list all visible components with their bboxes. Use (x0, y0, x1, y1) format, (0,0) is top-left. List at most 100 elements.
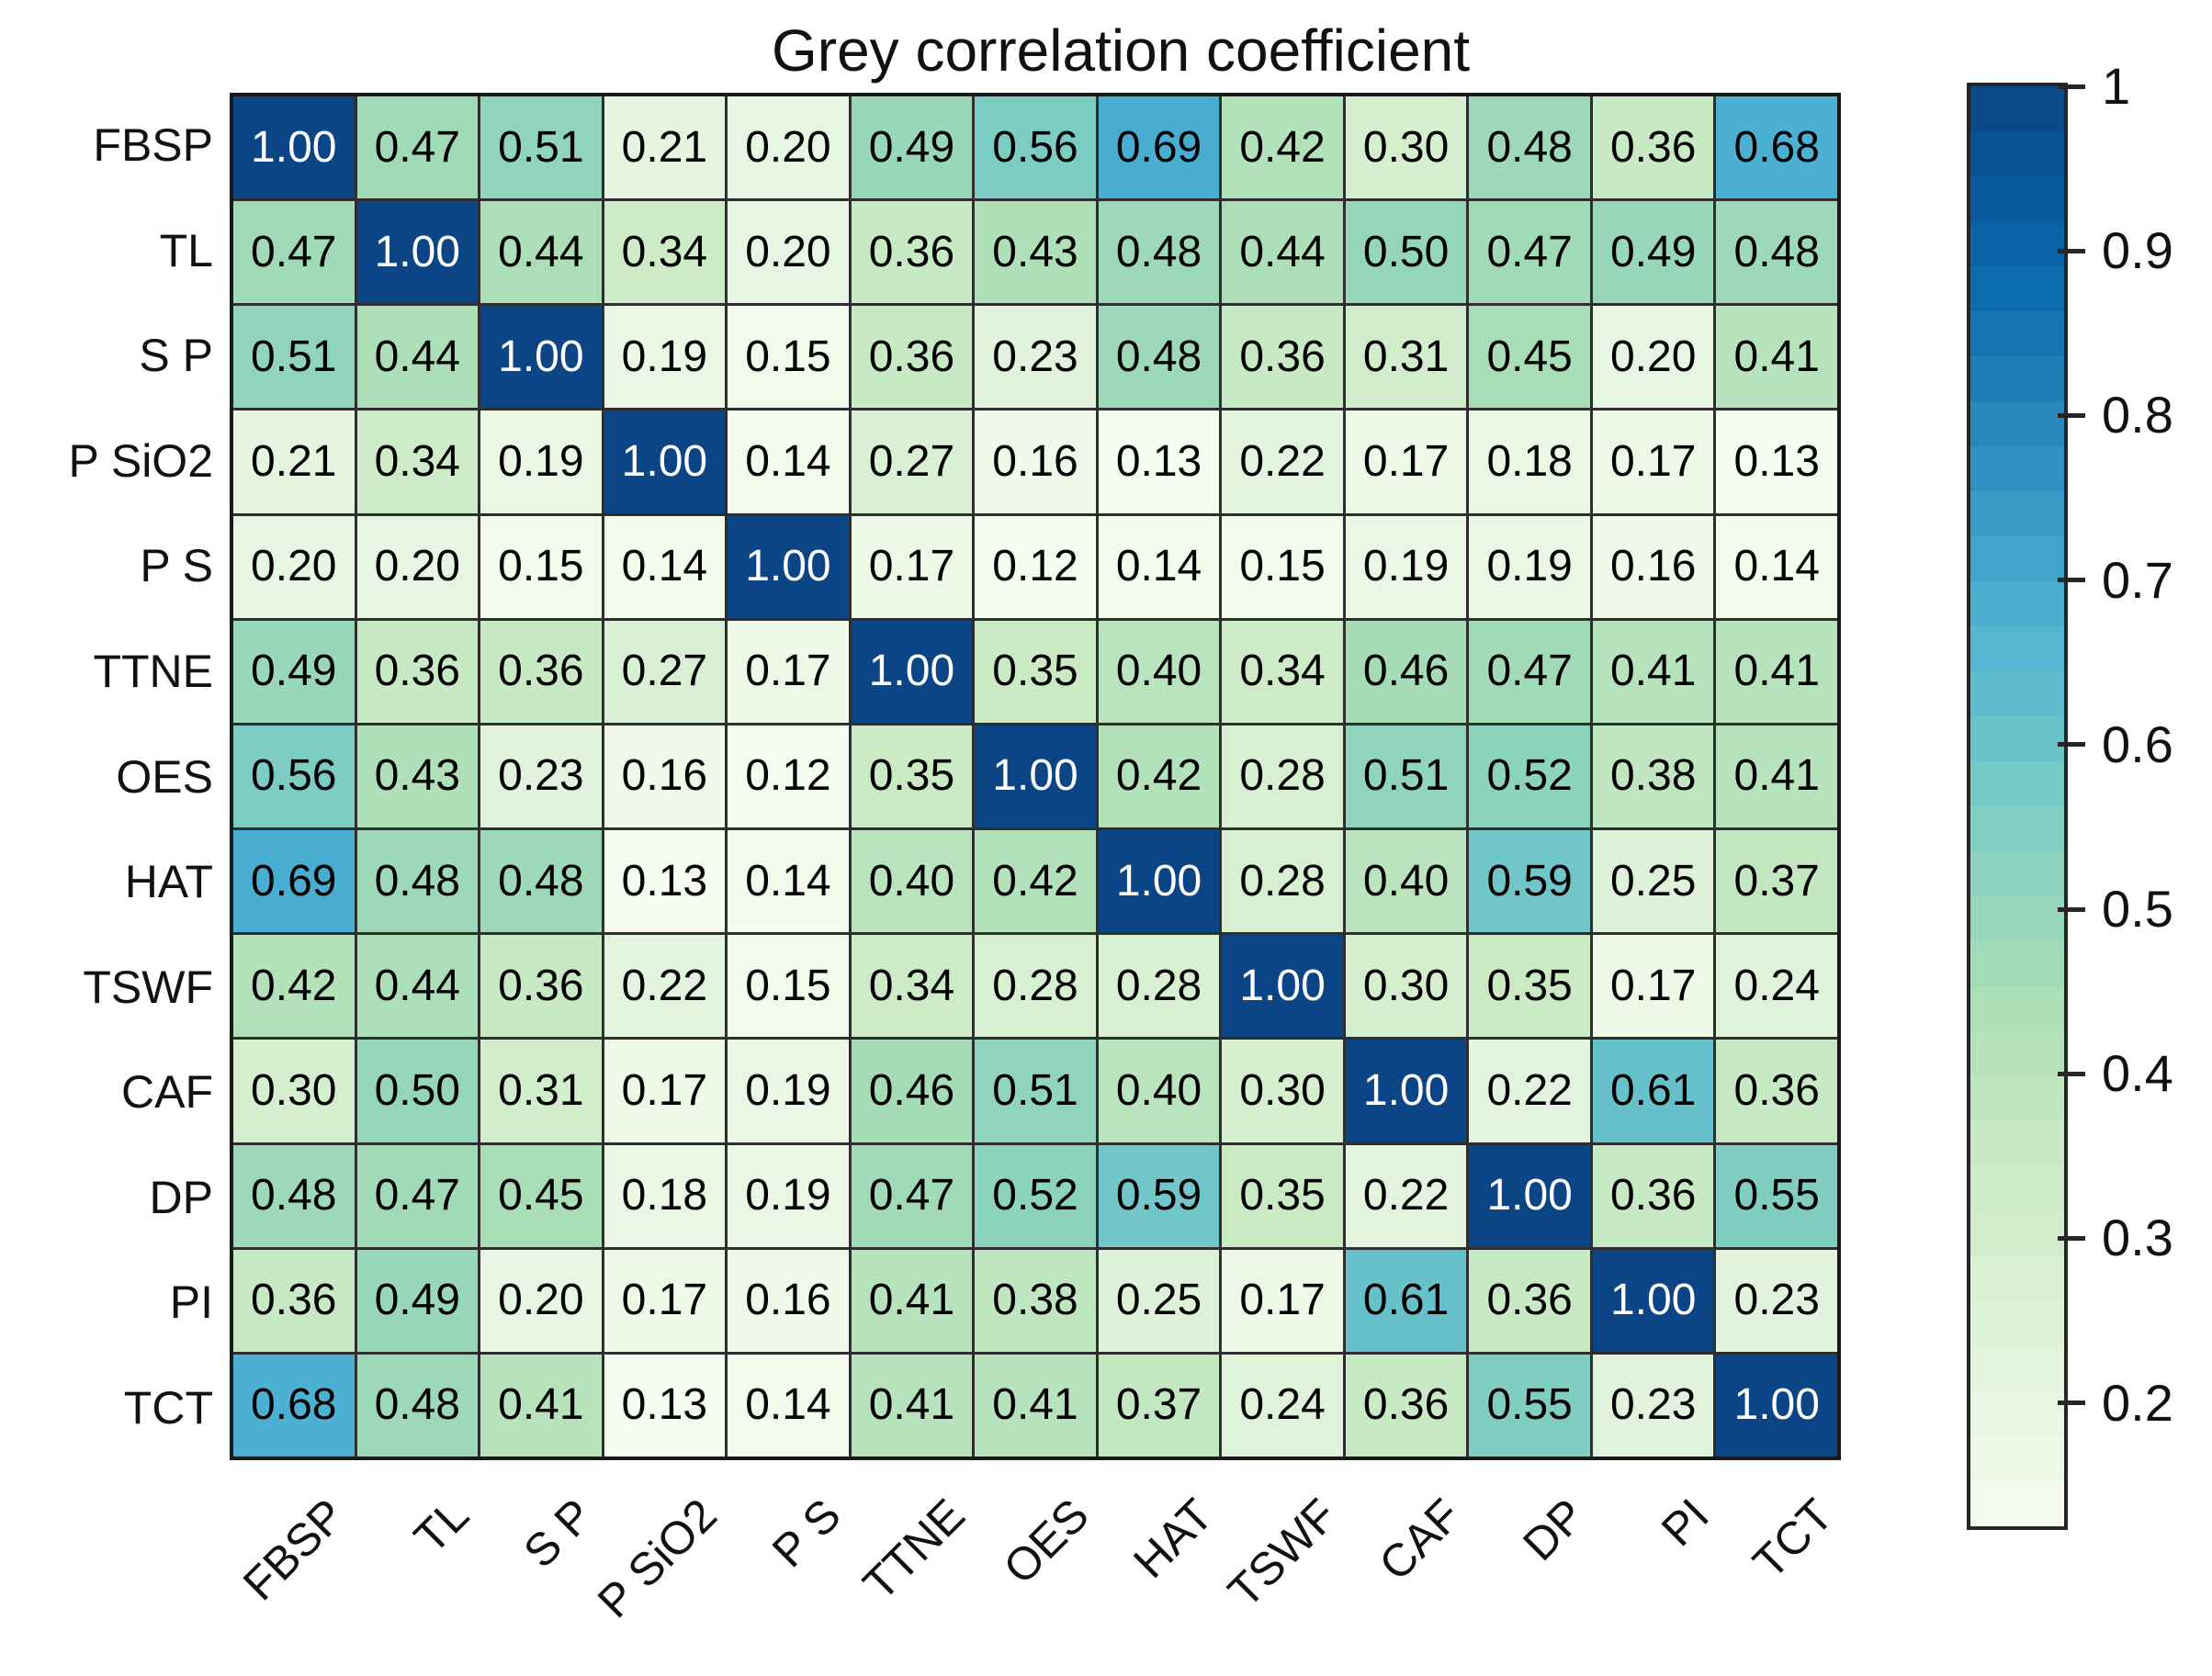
y-axis-label: TCT (123, 1381, 213, 1434)
heatmap-cell: 0.49 (851, 96, 973, 199)
heatmap-cell: 0.36 (480, 935, 602, 1038)
heatmap-cell: 0.36 (356, 620, 479, 723)
colorbar (1967, 83, 2068, 1530)
heatmap-cell: 0.14 (728, 1354, 849, 1457)
heatmap-cell: 1.00 (233, 96, 355, 199)
heatmap-cell: 0.40 (851, 830, 973, 933)
heatmap-cell: 0.12 (728, 725, 849, 828)
heatmap-cell: 0.14 (1098, 515, 1220, 618)
heatmap-cell: 0.47 (356, 96, 479, 199)
heatmap-cell: 0.43 (975, 201, 1096, 304)
heatmap-cell: 0.44 (1222, 201, 1343, 304)
heatmap-cell: 0.48 (1098, 306, 1220, 409)
heatmap-cell: 0.28 (1222, 830, 1343, 933)
heatmap-cell: 0.19 (480, 411, 602, 513)
heatmap-cell: 0.18 (604, 1144, 726, 1247)
heatmap-cell: 0.36 (851, 306, 973, 409)
heatmap-cell: 0.13 (604, 1354, 726, 1457)
heatmap-cell: 0.15 (728, 935, 849, 1038)
heatmap-cell: 0.16 (1592, 515, 1714, 618)
heatmap-cell: 0.17 (728, 620, 849, 723)
y-axis-label: P SiO2 (68, 434, 214, 487)
heatmap-cell: 0.41 (480, 1354, 602, 1457)
heatmap-cell: 0.41 (1716, 725, 1837, 828)
heatmap-cell: 0.20 (1592, 306, 1714, 409)
heatmap-cell: 0.52 (1469, 725, 1590, 828)
heatmap-cell: 0.59 (1469, 830, 1590, 933)
heatmap-cell: 0.41 (975, 1354, 1096, 1457)
heatmap-cell: 1.00 (480, 306, 602, 409)
heatmap-cell: 0.13 (1716, 411, 1837, 513)
heatmap-cell: 0.61 (1592, 1040, 1714, 1142)
colorbar-tick (2058, 906, 2085, 912)
heatmap-cell: 0.13 (604, 830, 726, 933)
heatmap-cell: 0.49 (356, 1249, 479, 1352)
colorbar-tick (2058, 84, 2085, 89)
heatmap-cell: 0.48 (480, 830, 602, 933)
heatmap-cell: 1.00 (1469, 1144, 1590, 1247)
heatmap-cell: 1.00 (604, 411, 726, 513)
colorbar-tick (2058, 248, 2085, 253)
heatmap-cell: 0.37 (1098, 1354, 1220, 1457)
heatmap-cell: 0.17 (1592, 411, 1714, 513)
colorbar-tick-label: 0.5 (2102, 880, 2173, 938)
heatmap-cell: 0.52 (975, 1144, 1096, 1247)
y-axis-label: TSWF (83, 961, 213, 1013)
heatmap-cell: 0.20 (728, 201, 849, 304)
heatmap-cell: 0.30 (233, 1040, 355, 1142)
colorbar-tick-label: 0.3 (2102, 1209, 2173, 1267)
heatmap-cell: 0.28 (1098, 935, 1220, 1038)
y-axis-label: HAT (124, 856, 213, 908)
colorbar-tick (2058, 1400, 2085, 1406)
heatmap-cell: 0.59 (1098, 1144, 1220, 1247)
heatmap-cell: 0.50 (356, 1040, 479, 1142)
y-axis-label: PI (169, 1277, 213, 1329)
y-axis-label: TL (159, 224, 213, 276)
heatmap-cell: 0.14 (728, 411, 849, 513)
heatmap-cell: 0.41 (851, 1354, 973, 1457)
heatmap-cell: 0.19 (728, 1144, 849, 1247)
heatmap-cell: 0.36 (851, 201, 973, 304)
heatmap-cell: 0.35 (851, 725, 973, 828)
heatmap-cell: 0.22 (604, 935, 726, 1038)
heatmap-cell: 0.55 (1469, 1354, 1590, 1457)
heatmap-cell: 0.36 (480, 620, 602, 723)
heatmap-cell: 0.44 (356, 306, 479, 409)
heatmap-cell: 0.17 (1592, 935, 1714, 1038)
y-axis-label: FBSP (93, 119, 213, 172)
heatmap-cell: 1.00 (1592, 1249, 1714, 1352)
heatmap-cell: 0.15 (1222, 515, 1343, 618)
heatmap-cell: 0.18 (1469, 411, 1590, 513)
heatmap-cell: 0.47 (1469, 201, 1590, 304)
heatmap-cell: 0.28 (975, 935, 1096, 1038)
heatmap-cell: 0.23 (975, 306, 1096, 409)
heatmap-cell: 0.69 (233, 830, 355, 933)
colorbar-tick (2058, 1235, 2085, 1241)
heatmap-cell: 0.30 (1222, 1040, 1343, 1142)
heatmap-cell: 0.23 (480, 725, 602, 828)
heatmap-cell: 0.41 (1716, 306, 1837, 409)
heatmap-cell: 0.68 (1716, 96, 1837, 199)
heatmap-cell: 0.51 (1345, 725, 1467, 828)
heatmap-cell: 0.51 (233, 306, 355, 409)
heatmap-cell: 0.22 (1469, 1040, 1590, 1142)
y-axis-label: S P (139, 330, 213, 382)
heatmap-cell: 0.36 (1222, 306, 1343, 409)
heatmap-cell: 0.49 (233, 620, 355, 723)
heatmap-cell: 0.17 (851, 515, 973, 618)
heatmap-cell: 0.48 (1469, 96, 1590, 199)
heatmap-cell: 0.20 (356, 515, 479, 618)
heatmap-cell: 0.48 (1716, 201, 1837, 304)
heatmap-cell: 0.19 (604, 306, 726, 409)
heatmap-cell: 0.28 (1222, 725, 1343, 828)
heatmap-cell: 1.00 (728, 515, 849, 618)
colorbar-tick-label: 0.6 (2102, 714, 2173, 773)
heatmap-cell: 0.42 (975, 830, 1096, 933)
y-axis-label: OES (116, 750, 213, 803)
colorbar-tick-label: 0.7 (2102, 550, 2173, 609)
heatmap-cell: 0.12 (975, 515, 1096, 618)
heatmap-cell: 0.40 (1098, 1040, 1220, 1142)
heatmap-cell: 1.00 (975, 725, 1096, 828)
heatmap-cell: 0.40 (1098, 620, 1220, 723)
